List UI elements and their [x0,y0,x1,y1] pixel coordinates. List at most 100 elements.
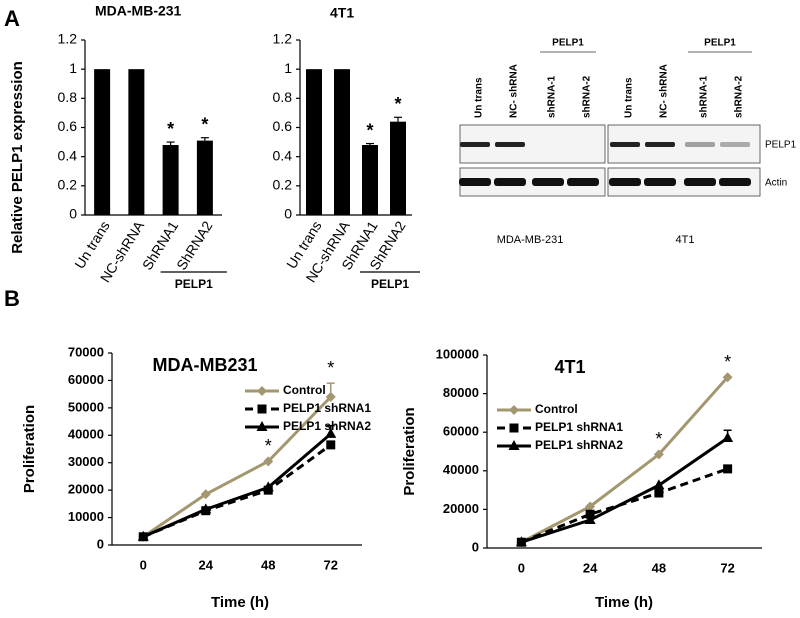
band [684,178,716,186]
chart-title: MDA-MB231 [152,355,257,375]
marker [200,503,212,514]
bar [94,69,111,216]
bar [306,69,322,216]
marker [325,427,337,438]
marker [325,391,336,402]
panel-label: A [4,6,20,31]
y-tick-label: 0.2 [273,177,293,193]
group-label: PELP1 [704,38,736,49]
series-line [142,395,332,539]
legend-marker [256,421,268,431]
marker [653,479,665,490]
y-tick-label: 80000 [443,385,479,400]
y-tick-label: 0.4 [58,147,78,163]
band [685,142,715,147]
lane-label: shRNA-1 [547,75,558,118]
x-axis-title: Time (h) [595,594,653,611]
cell-label: 4T1 [676,234,695,246]
legend-label: PELP1 shRNA1 [283,401,371,415]
y-tick-label: 40000 [443,462,479,477]
x-tick-label: 24 [583,560,598,575]
x-tick-label: 72 [720,560,734,575]
band [495,142,525,147]
marker [653,449,664,460]
x-tick-label: 48 [652,560,666,575]
lane-label: NC- shRNA [659,64,670,118]
y-tick-label: 10000 [68,509,104,524]
y-axis-title: Proliferation [401,407,418,495]
band [645,142,675,147]
y-tick-label: 1 [284,60,292,76]
legend-label: Control [283,383,326,397]
group-label: PELP1 [175,277,213,291]
annotation: * [201,114,208,134]
y-tick-label: 0.4 [273,147,293,163]
chart-title: 4T1 [554,357,585,377]
annotation: * [167,119,174,139]
annotation: * [655,429,662,449]
y-tick-label: 50000 [68,399,104,414]
legend-label: Control [535,402,578,416]
group-label: PELP1 [371,277,409,291]
marker [262,481,274,492]
y-tick-label: 30000 [68,454,104,469]
y-axis-title: Relative PELP1 expression [9,61,26,254]
group-label: PELP1 [552,38,584,49]
series-line [520,376,729,544]
legend-marker [509,405,519,415]
legend-label: PELP1 shRNA2 [283,419,371,433]
band [459,178,491,186]
marker [200,489,211,500]
x-tick-label: 0 [518,560,525,575]
lane-label: Un trans [624,77,635,118]
annotation: * [394,94,401,114]
legend-marker [257,404,267,414]
y-tick-label: 0 [284,206,292,222]
marker [137,530,149,541]
band [494,178,526,186]
bar [128,69,145,216]
band [567,178,599,186]
y-tick-label: 0.8 [273,89,293,105]
y-axis-title: Proliferation [21,405,38,493]
marker [584,514,596,525]
x-tick-label: 24 [199,557,214,572]
chart-title: MDA-MB-231 [95,3,182,19]
bar [362,145,378,215]
band [720,142,750,147]
bar [196,140,213,215]
y-tick-label: 60000 [68,372,104,387]
marker [585,501,596,512]
annotation: * [265,436,272,456]
band [610,142,640,147]
y-tick-label: 1.2 [273,31,293,47]
lane-label: NC- shRNA [509,64,520,118]
marker [654,488,664,498]
legend-label: PELP1 shRNA1 [535,420,623,434]
y-tick-label: 0.6 [273,118,293,134]
y-tick-label: 20000 [443,501,479,516]
x-tick-label: 72 [324,557,338,572]
lane-label: shRNA-2 [582,75,593,118]
y-tick-label: 0 [69,206,77,222]
bar [334,69,350,216]
band [644,178,676,186]
y-tick-label: 1 [69,60,77,76]
band [460,142,490,147]
legend-label: PELP1 shRNA2 [535,438,623,452]
y-tick-label: 60000 [443,424,479,439]
y-tick-label: 100000 [436,346,479,361]
marker [515,536,527,547]
x-axis-title: Time (h) [211,594,269,611]
legend-marker [508,440,520,450]
annotation: * [327,358,334,378]
chart-title: 4T1 [330,5,354,21]
bar [162,145,179,215]
marker [722,431,734,442]
x-tick-label: 48 [261,557,275,572]
band [609,178,641,186]
legend-marker [257,386,267,396]
marker [326,440,336,450]
y-tick-label: 40000 [68,427,104,442]
